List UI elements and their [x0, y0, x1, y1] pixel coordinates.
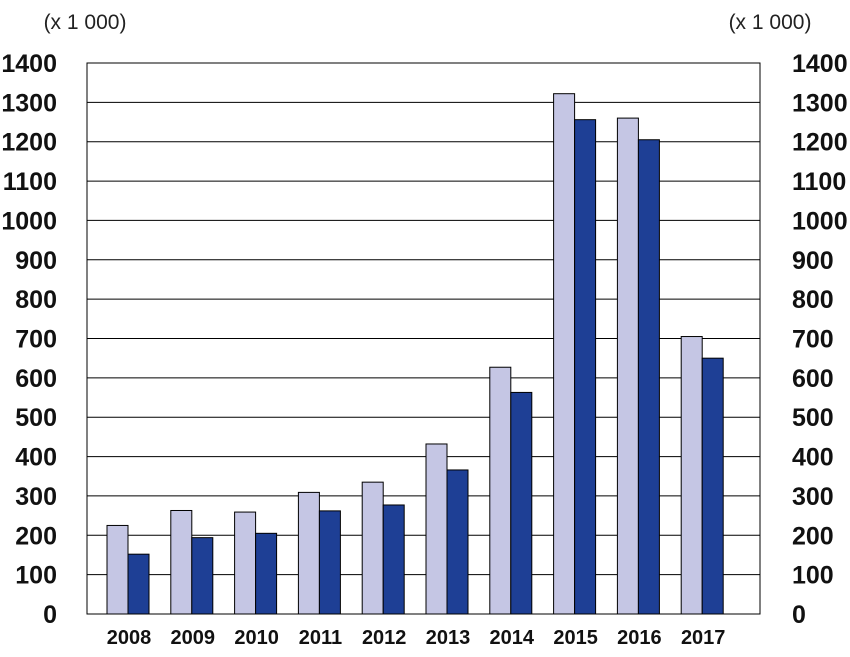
bar-series-1	[425, 443, 448, 615]
x-tick-label: 2013	[426, 627, 471, 649]
bar-series-2	[510, 391, 533, 615]
x-tick-label: 2008	[107, 627, 152, 649]
x-tick-label: 2009	[171, 627, 216, 649]
y-tick-label-right: 1400	[792, 50, 848, 78]
y-tick-label-left: 600	[15, 365, 57, 393]
y-tick-label-right: 300	[792, 483, 834, 511]
y-tick-label-right: 400	[792, 444, 834, 472]
y-tick-label-right: 900	[792, 247, 834, 275]
y-tick-label-right: 600	[792, 365, 834, 393]
bar-series-1	[106, 524, 129, 615]
y-tick-label-right: 1100	[792, 168, 846, 196]
bar-series-1	[170, 509, 193, 615]
y-tick-label-right: 100	[792, 562, 834, 590]
y-axis-left-ticks: 0 100 200 300 400 500 600 700 800 900 1000 1100 1200…	[1, 50, 57, 629]
y-tick-label-left: 1000	[1, 207, 57, 235]
bar-series-2	[127, 553, 150, 615]
bar-series-1	[361, 481, 384, 615]
bar-series-1	[680, 336, 703, 615]
bar-series-2	[318, 510, 341, 615]
y-tick-label-right: 200	[792, 522, 834, 550]
bar-series-2	[701, 357, 724, 615]
x-tick-label: 2016	[617, 627, 662, 649]
x-tick-label: 2010	[234, 627, 279, 649]
bar-series-2	[574, 119, 597, 615]
x-tick-label: 2015	[553, 627, 598, 649]
bar-series-1	[489, 366, 512, 615]
bar-series-1	[234, 511, 257, 615]
bar-series-1	[297, 491, 320, 615]
bar-series-2	[255, 532, 278, 615]
y-tick-label-right: 800	[792, 286, 834, 314]
y-tick-label-right: 1000	[792, 207, 848, 235]
x-tick-label: 2014	[490, 627, 535, 649]
y-tick-label-left: 1300	[1, 89, 57, 117]
y-axis-left-unit-label: (x 1 000)	[44, 11, 127, 34]
y-tick-label-left: 400	[15, 444, 57, 472]
plot-frame	[86, 62, 761, 615]
y-tick-label-left: 0	[43, 601, 57, 629]
bar-series-2	[637, 139, 660, 615]
y-tick-label-right: 700	[792, 326, 834, 354]
bar-series-2	[191, 537, 214, 615]
bar-series-2	[382, 504, 405, 615]
y-tick-label-left: 200	[15, 522, 57, 550]
x-tick-label: 2011	[299, 627, 342, 649]
x-tick-label: 2012	[362, 627, 407, 649]
y-tick-label-left: 1100	[3, 168, 57, 196]
y-tick-label-left: 1200	[1, 129, 57, 157]
y-axis-right-unit-label: (x 1 000)	[729, 11, 812, 34]
x-tick-label: 2017	[681, 627, 726, 649]
y-tick-label-right: 1200	[792, 129, 848, 157]
y-tick-label-left: 900	[15, 247, 57, 275]
y-tick-label-right: 0	[792, 601, 806, 629]
y-tick-label-left: 700	[15, 326, 57, 354]
y-tick-label-right: 500	[792, 404, 834, 432]
y-axis-right-ticks: 0 100 200 300 400 500 600 700 800 900 1000 1100 1200…	[792, 50, 848, 629]
y-tick-label-left: 500	[15, 404, 57, 432]
y-tick-label-left: 1400	[1, 50, 57, 78]
bars	[106, 93, 724, 615]
y-tick-label-left: 100	[15, 562, 57, 590]
x-axis-ticks: 2008 2009 2010 2011 2012 2013 2014 2015 2016 2017	[107, 627, 726, 649]
y-tick-label-left: 300	[15, 483, 57, 511]
bar-series-1	[553, 93, 576, 615]
bar-series-1	[616, 117, 639, 615]
y-tick-label-right: 1300	[792, 89, 848, 117]
bar-series-2	[446, 469, 469, 615]
y-tick-label-left: 800	[15, 286, 57, 314]
